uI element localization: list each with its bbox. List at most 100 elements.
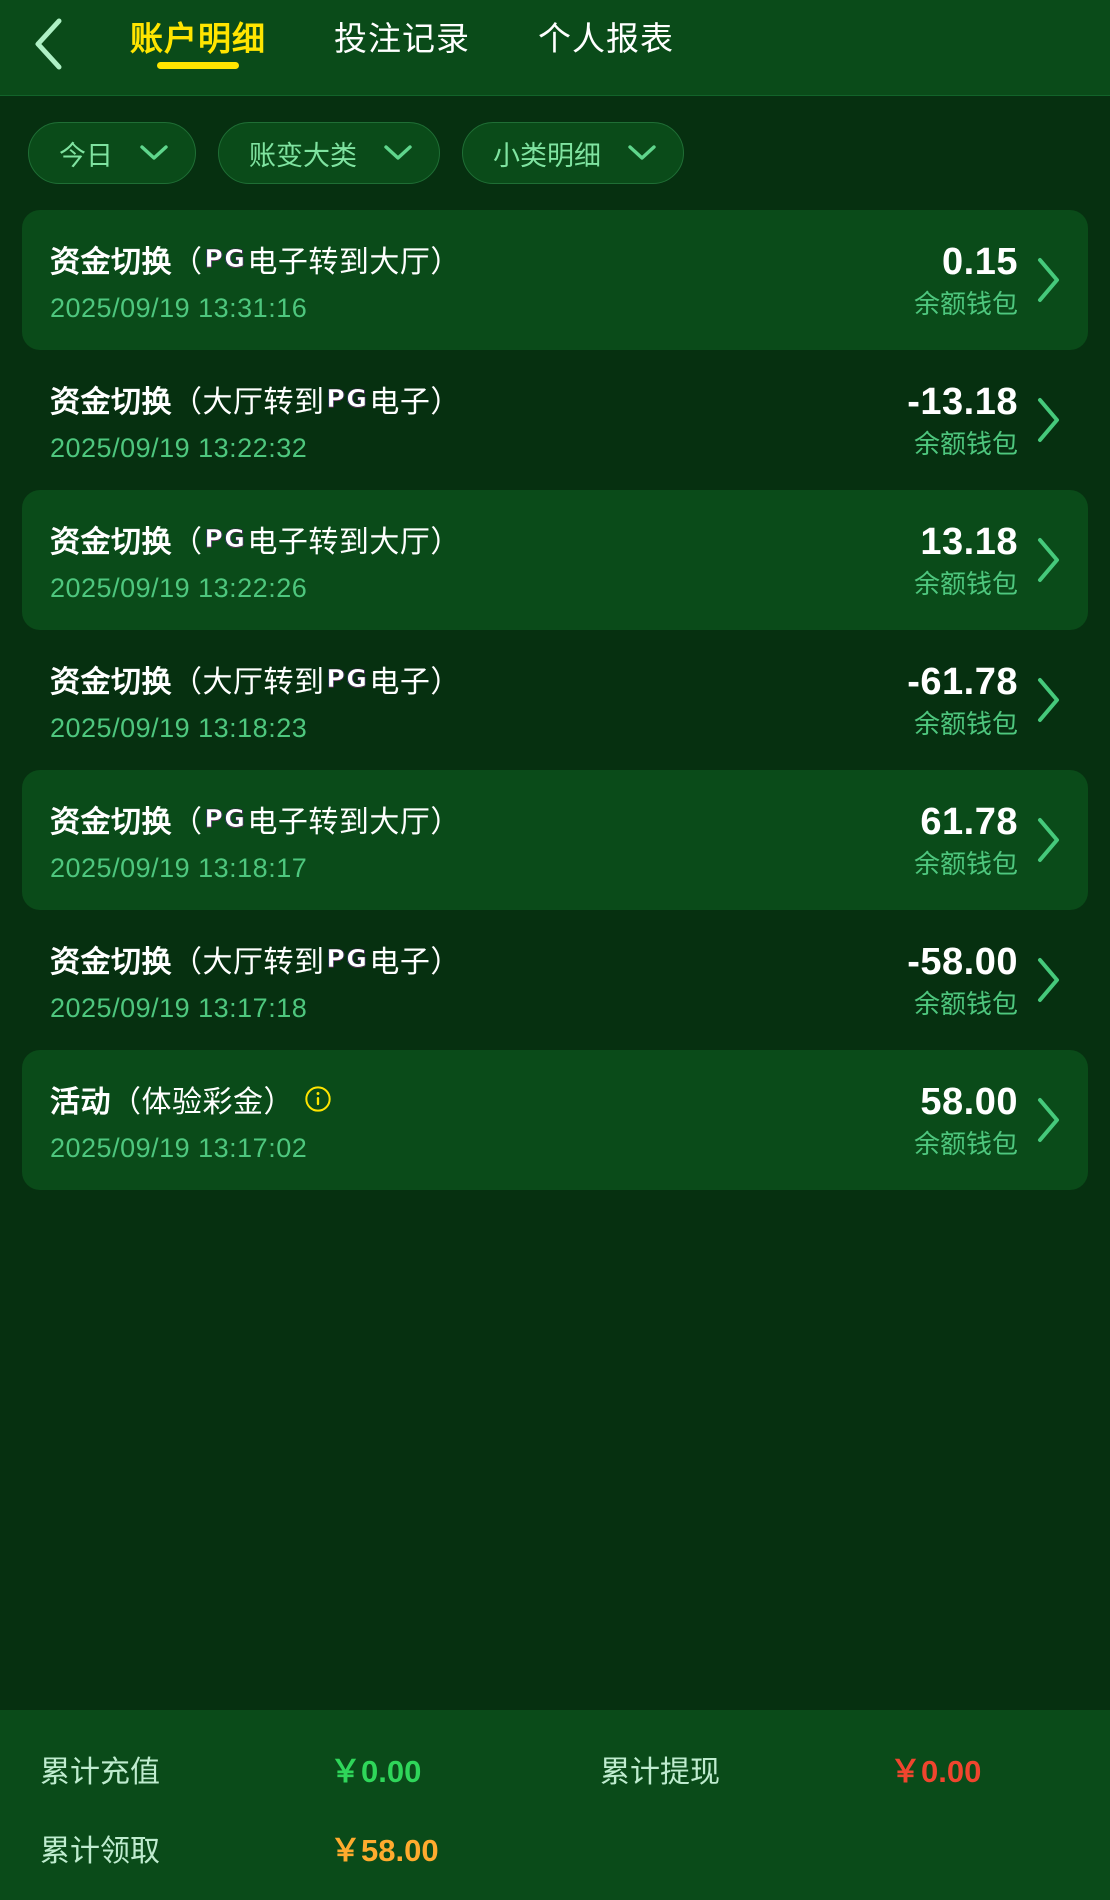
transaction-amount: -58.00 <box>907 941 1018 983</box>
transaction-detail: （体验彩金） <box>111 1085 294 1119</box>
filter-label: 今日 <box>59 140 113 171</box>
transaction-category: 资金切换 <box>50 945 172 979</box>
transaction-timestamp: 2025/09/19 13:22:26 <box>50 572 308 603</box>
active-tab-underline <box>157 62 239 70</box>
summary-footer: 累计充值 ￥0.00 累计提现 ￥0.00 累计领取 ￥58.00 <box>0 1710 1110 1900</box>
transaction-row[interactable]: 资金切换（P G 电子转到大厅） 2025/09/19 13:22:26 13.18 余额… <box>22 490 1088 630</box>
transaction-wallet: 余额钱包 <box>913 289 1018 319</box>
chevron-right-icon <box>1038 678 1059 722</box>
chevron-right-icon <box>1038 1098 1059 1142</box>
transaction-wallet: 余额钱包 <box>913 429 1018 459</box>
transaction-info: 活动 （体验彩金） 2025/09/19 13:17:02 <box>50 1077 332 1164</box>
transaction-timestamp: 2025/09/19 13:17:02 <box>50 1132 308 1163</box>
transaction-amount: 13.18 <box>920 521 1018 563</box>
tab-personal-report[interactable]: 个人报表 <box>504 0 708 59</box>
filter-main-category[interactable]: 账变大类 <box>218 122 440 184</box>
transaction-info: 资金切换 （大厅转到 P G 电子） 2025/09/19 13:17:18 <box>50 937 461 1024</box>
transaction-detail: （大厅转到 P G 电子） <box>172 384 461 419</box>
transaction-row[interactable]: 资金切换 （大厅转到 P G 电子） 2025/09/19 13:18:23 -61.78 余… <box>22 630 1088 770</box>
transaction-info: 资金切换（P G 电子转到大厅） 2025/09/19 13:31:16 <box>50 237 461 324</box>
transaction-timestamp: 2025/09/19 13:22:32 <box>50 432 308 463</box>
chevron-right-icon <box>1038 398 1059 442</box>
transaction-amount-area: -61.78 余额钱包 <box>907 663 1062 737</box>
summary-label-total-deposit: 累计充值 <box>40 1755 160 1789</box>
transaction-detail: （P G 电子转到大厅） <box>172 244 461 279</box>
filter-sub-category[interactable]: 小类明细 <box>462 122 684 184</box>
transaction-info: 资金切换 （大厅转到 P G 电子） 2025/09/19 13:18:23 <box>50 657 461 744</box>
summary-value-total-withdraw: ￥0.00 <box>890 1754 982 1789</box>
amount-block: 0.15 余额钱包 <box>914 243 1018 317</box>
transaction-wallet: 余额钱包 <box>913 709 1018 739</box>
tab-label: 账户明细 <box>130 20 266 57</box>
transaction-title: 资金切换（P G 电子转到大厅） <box>50 237 461 281</box>
filter-date-range[interactable]: 今日 <box>28 122 196 184</box>
transaction-amount: 61.78 <box>920 801 1018 843</box>
transaction-detail: （P G 电子转到大厅） <box>172 524 461 559</box>
tab-account-details[interactable]: 账户明细 <box>96 0 300 70</box>
transaction-timestamp: 2025/09/19 13:18:23 <box>50 712 308 743</box>
tab-list: 账户明细 投注记录 个人报表 <box>96 0 708 95</box>
transaction-amount-area: 61.78 余额钱包 <box>914 803 1062 877</box>
transaction-title: 资金切换（P G 电子转到大厅） <box>50 797 461 841</box>
back-button[interactable] <box>0 0 96 88</box>
transaction-timestamp: 2025/09/19 13:31:16 <box>50 292 308 323</box>
transaction-row[interactable]: 资金切换 （大厅转到 P G 电子） 2025/09/19 13:17:18 -58.00 余… <box>22 910 1088 1050</box>
transaction-title: 活动 （体验彩金） <box>50 1077 332 1121</box>
transaction-wallet: 余额钱包 <box>913 849 1018 879</box>
transaction-category: 活动 <box>50 1085 111 1119</box>
transaction-detail: （P G 电子转到大厅） <box>172 804 461 839</box>
chevron-down-icon <box>383 138 413 169</box>
summary-value-total-deposit: ￥0.00 <box>330 1754 422 1789</box>
transaction-info: 资金切换 （大厅转到 P G 电子） 2025/09/19 13:22:32 <box>50 377 461 464</box>
tab-bet-records[interactable]: 投注记录 <box>300 0 504 59</box>
transaction-row[interactable]: 活动 （体验彩金） 2025/09/19 13:17:02 58.00 余额钱包 <box>22 1050 1088 1190</box>
transaction-amount-area: 0.15 余额钱包 <box>914 243 1062 317</box>
transaction-category: 资金切换 <box>50 665 172 699</box>
transaction-detail: （大厅转到 P G 电子） <box>172 664 461 699</box>
transaction-list: 资金切换（P G 电子转到大厅） 2025/09/19 13:31:16 0.15 余额钱… <box>0 210 1110 1190</box>
transaction-row[interactable]: 资金切换（P G 电子转到大厅） 2025/09/19 13:31:16 0.15 余额钱… <box>22 210 1088 350</box>
chevron-right-icon <box>1038 258 1059 302</box>
chevron-right-icon <box>1038 958 1059 1002</box>
amount-block: -58.00 余额钱包 <box>907 943 1018 1017</box>
transaction-wallet: 余额钱包 <box>913 989 1018 1019</box>
transaction-timestamp: 2025/09/19 13:17:18 <box>50 992 308 1023</box>
transaction-amount: 58.00 <box>920 1081 1018 1123</box>
transaction-detail: （大厅转到 P G 电子） <box>172 944 461 979</box>
chevron-right-icon <box>1038 818 1059 862</box>
transaction-category: 资金切换 <box>50 245 172 279</box>
amount-block: 13.18 余额钱包 <box>914 523 1018 597</box>
summary-value-total-claimed: ￥58.00 <box>330 1833 439 1868</box>
chevron-down-icon <box>627 138 657 169</box>
tab-label: 个人报表 <box>538 20 674 57</box>
transaction-title: 资金切换 （大厅转到 P G 电子） <box>50 377 461 421</box>
transaction-amount-area: -58.00 余额钱包 <box>907 943 1062 1017</box>
transaction-row[interactable]: 资金切换（P G 电子转到大厅） 2025/09/19 13:18:17 61.78 余额… <box>22 770 1088 910</box>
transaction-category: 资金切换 <box>50 525 172 559</box>
transaction-wallet: 余额钱包 <box>913 569 1018 599</box>
transaction-amount-area: -13.18 余额钱包 <box>907 383 1062 457</box>
chevron-down-icon <box>139 138 169 169</box>
transaction-category: 资金切换 <box>50 385 172 419</box>
transaction-title: 资金切换 （大厅转到 P G 电子） <box>50 937 461 981</box>
top-tab-bar: 账户明细 投注记录 个人报表 <box>0 0 1110 96</box>
transaction-info: 资金切换（P G 电子转到大厅） 2025/09/19 13:22:26 <box>50 517 461 604</box>
summary-label-total-withdraw: 累计提现 <box>600 1755 720 1789</box>
transaction-amount: 0.15 <box>942 241 1018 283</box>
chevron-left-icon <box>31 16 65 72</box>
transaction-info: 资金切换（P G 电子转到大厅） 2025/09/19 13:18:17 <box>50 797 461 884</box>
transaction-wallet: 余额钱包 <box>913 1129 1018 1159</box>
chevron-right-icon <box>1038 538 1059 582</box>
info-icon[interactable] <box>304 1085 332 1113</box>
transaction-title: 资金切换（P G 电子转到大厅） <box>50 517 461 561</box>
transaction-category: 资金切换 <box>50 805 172 839</box>
transaction-row[interactable]: 资金切换 （大厅转到 P G 电子） 2025/09/19 13:22:32 -13.18 余… <box>22 350 1088 490</box>
summary-label-total-claimed: 累计领取 <box>40 1834 160 1868</box>
amount-block: -13.18 余额钱包 <box>907 383 1018 457</box>
transaction-amount-area: 58.00 余额钱包 <box>914 1083 1062 1157</box>
